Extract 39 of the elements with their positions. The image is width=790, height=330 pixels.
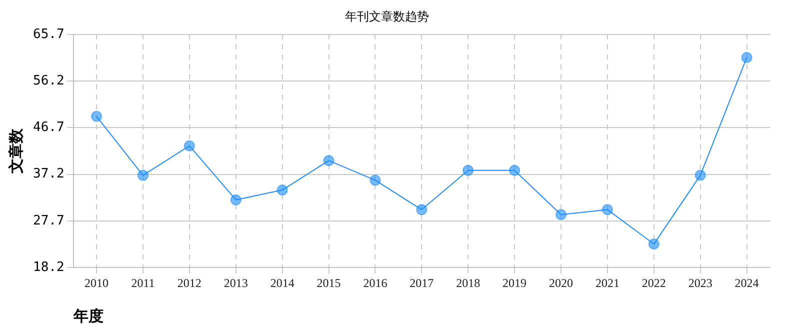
point bbox=[694, 170, 706, 181]
x-tick-label: 2022 bbox=[642, 276, 666, 290]
point bbox=[602, 204, 613, 216]
point bbox=[462, 164, 474, 176]
point bbox=[370, 174, 381, 186]
y-tick-label: 46.7 bbox=[32, 120, 64, 136]
point bbox=[509, 164, 520, 176]
y-tick-label: 37.2 bbox=[32, 166, 64, 182]
y-tick-label: 27.7 bbox=[32, 213, 64, 228]
y-tick-label: 18.2 bbox=[32, 260, 64, 275]
point bbox=[137, 170, 148, 181]
x-axis-title: 年度 bbox=[72, 306, 104, 325]
x-tick-label: 2021 bbox=[595, 276, 620, 290]
x-tick-label: 2012 bbox=[177, 276, 202, 290]
point bbox=[184, 140, 195, 152]
x-tick-label: 2010 bbox=[84, 276, 109, 290]
point bbox=[555, 209, 566, 220]
x-tick-label: 2024 bbox=[734, 276, 759, 290]
y-axis-title: 文章数 bbox=[6, 128, 25, 174]
point bbox=[648, 238, 660, 250]
x-tick-label: 2013 bbox=[224, 276, 248, 290]
x-tick-label: 2017 bbox=[410, 276, 434, 290]
x-tick-label: 2023 bbox=[688, 276, 712, 290]
point bbox=[416, 204, 428, 216]
x-tick-label: 2011 bbox=[131, 276, 155, 290]
point bbox=[741, 52, 752, 63]
x-tick-label: 2020 bbox=[548, 276, 573, 290]
x-tick-label: 2015 bbox=[316, 276, 341, 290]
chart-title: 年刊文章数趋势 bbox=[345, 9, 429, 24]
x-tick-label: 2018 bbox=[456, 276, 480, 290]
y-tick-label: 56.2 bbox=[32, 73, 64, 88]
x-tick-label: 2014 bbox=[270, 276, 294, 290]
x-tick-label: 2019 bbox=[502, 276, 527, 290]
point bbox=[276, 184, 288, 196]
point bbox=[230, 194, 242, 206]
y-tick-label: 65.7 bbox=[32, 26, 64, 42]
point bbox=[91, 110, 102, 122]
x-tick-label: 2016 bbox=[363, 276, 388, 290]
point bbox=[323, 155, 334, 166]
